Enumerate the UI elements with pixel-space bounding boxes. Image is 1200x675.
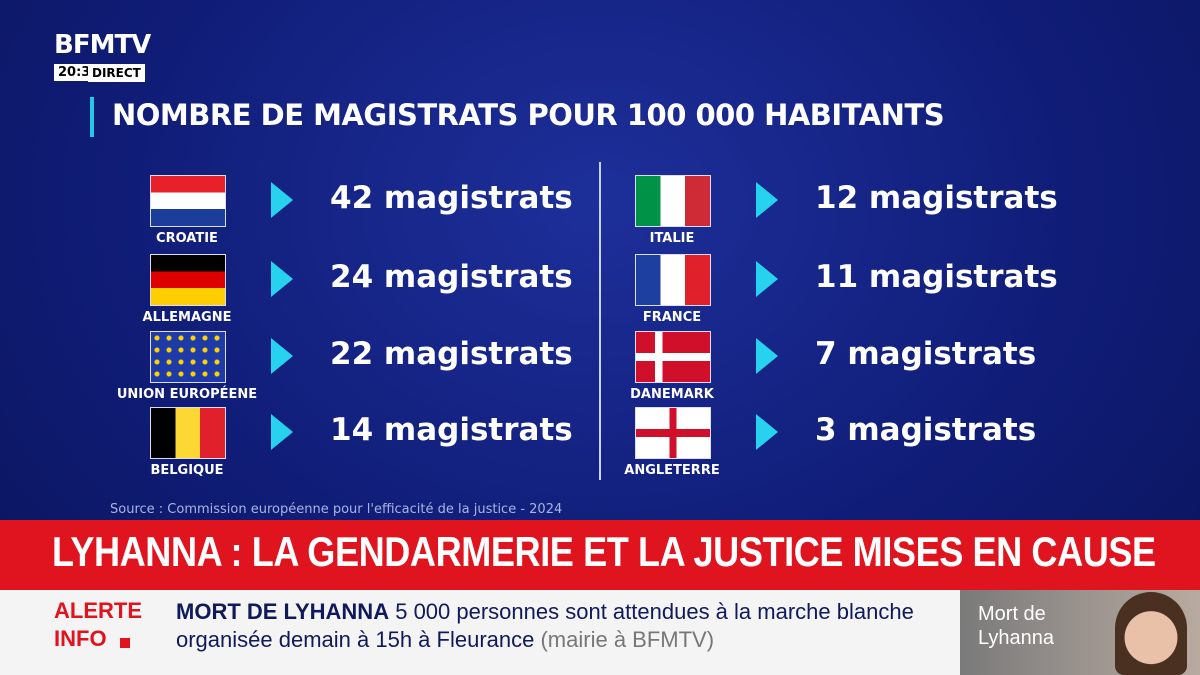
arrow-icon [756, 414, 778, 450]
infographic-title: NOMBRE DE MAGISTRATS POUR 100 000 HABITA… [112, 98, 945, 132]
country-label: ANGLETERRE [624, 463, 720, 478]
flag [150, 175, 226, 227]
country-label: CROATIE [156, 231, 218, 246]
magistrates-count: 22 magistrats [330, 336, 573, 372]
thumbnail-photo [1115, 592, 1187, 675]
country-label: ITALIE [649, 231, 695, 246]
magistrates-count: 24 magistrats [330, 259, 573, 295]
arrow-icon [756, 182, 778, 218]
flag [635, 407, 711, 459]
country-label: UNION EUROPÉENE [116, 387, 258, 402]
ticker-text: MORT DE LYHANNA 5 000 personnes sont att… [176, 598, 936, 654]
title-accent [90, 97, 94, 137]
channel-logo: BFMTV [54, 30, 151, 60]
column-divider [599, 162, 601, 480]
thumbnail-caption: Mort de Lyhanna [978, 603, 1054, 649]
alert-badge: INFO [54, 626, 107, 651]
magistrates-count: 11 magistrats [815, 259, 1058, 295]
country-label: FRANCE [642, 310, 702, 325]
flag [150, 331, 226, 383]
ticker-band [0, 590, 960, 675]
country-label: DANEMARK [630, 387, 714, 402]
arrow-icon [271, 182, 293, 218]
arrow-icon [271, 261, 293, 297]
flag [635, 254, 711, 306]
arrow-icon [756, 261, 778, 297]
magistrates-count: 7 magistrats [815, 336, 1037, 372]
headline-band [0, 520, 1200, 590]
live-tag: DIRECT [88, 64, 145, 82]
arrow-icon [756, 338, 778, 374]
magistrates-count: 14 magistrats [330, 412, 573, 448]
ticker-attribution: (mairie à BFMTV) [540, 627, 715, 652]
arrow-icon [271, 414, 293, 450]
flag [635, 175, 711, 227]
alert-badge: ALERTE [54, 598, 142, 623]
badge-square [120, 638, 130, 648]
magistrates-count: 42 magistrats [330, 180, 573, 216]
country-label: ALLEMAGNE [142, 310, 232, 325]
flag [150, 254, 226, 306]
country-label: BELGIQUE [150, 463, 224, 478]
source: Source : Commission européenne pour l'ef… [110, 502, 563, 517]
ticker-topic: MORT DE LYHANNA [176, 599, 390, 624]
headline: LYHANNA : LA GENDARMERIE ET LA JUSTICE M… [52, 528, 1156, 575]
flag [635, 331, 711, 383]
magistrates-count: 3 magistrats [815, 412, 1037, 448]
ticker-body: 5 000 personnes sont attendues à la marc… [176, 599, 914, 652]
flag [150, 407, 226, 459]
magistrates-count: 12 magistrats [815, 180, 1058, 216]
arrow-icon [271, 338, 293, 374]
